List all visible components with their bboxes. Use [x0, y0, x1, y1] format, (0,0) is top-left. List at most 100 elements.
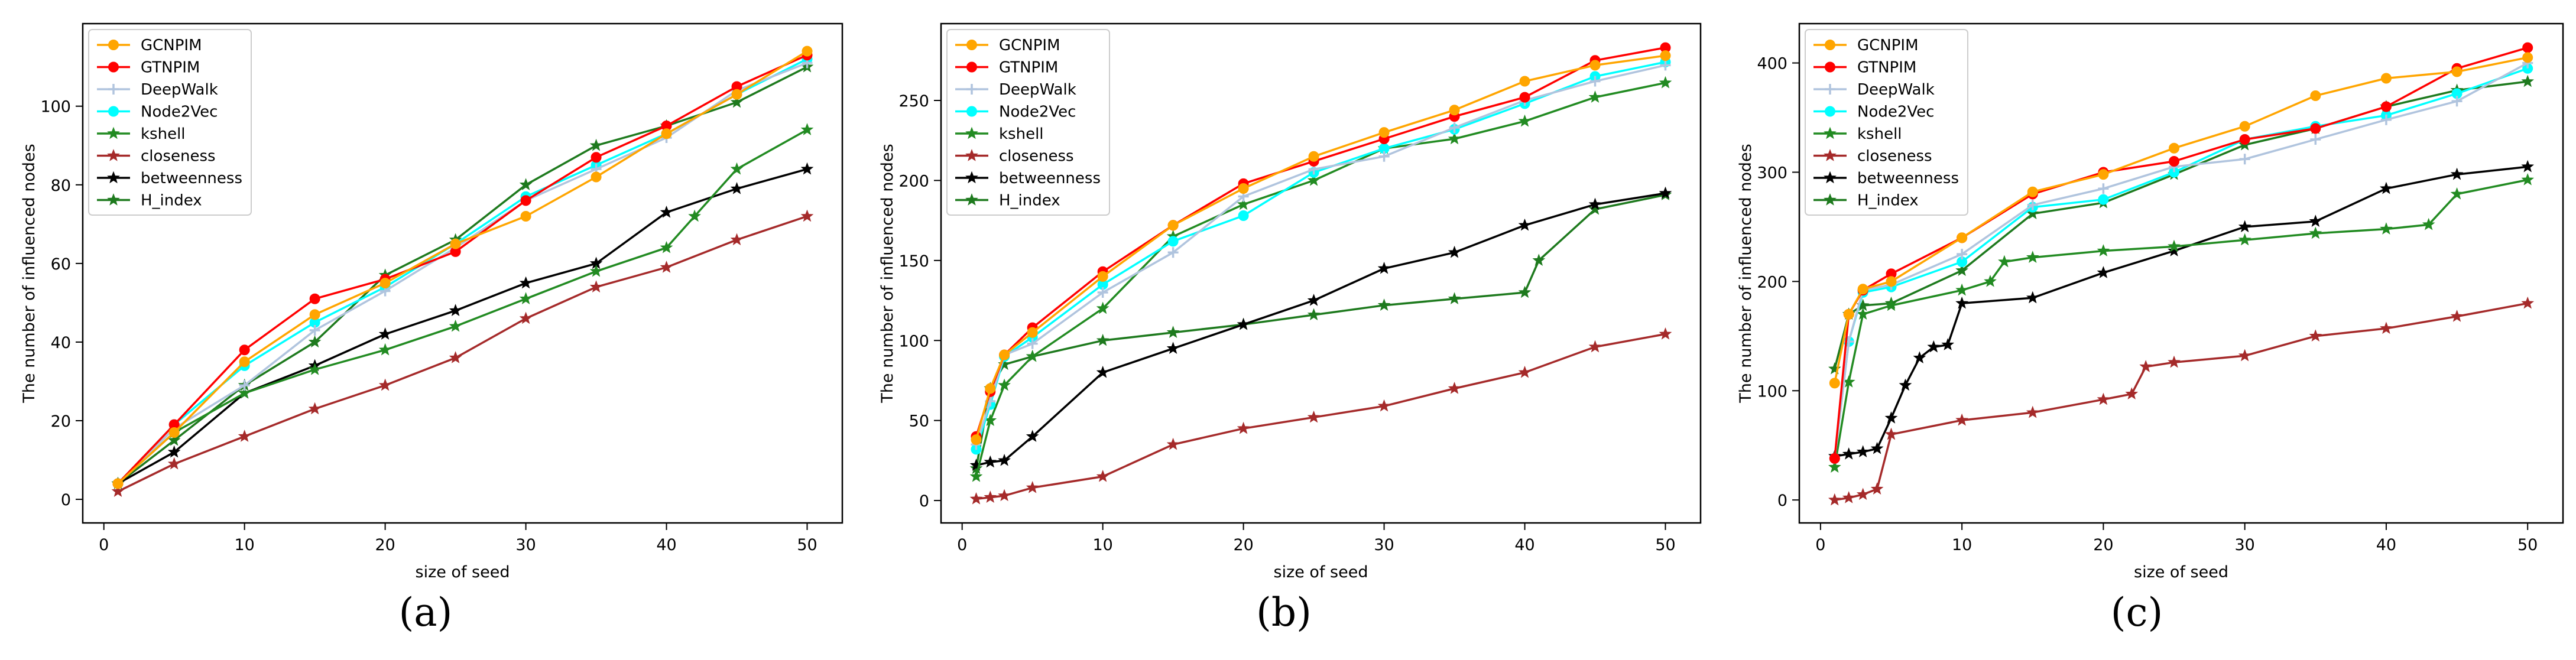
data-point-betweenness [1842, 447, 1855, 460]
data-point-closeness [589, 280, 603, 293]
y-tick-label: 300 [1757, 164, 1787, 182]
data-point-gcnpim [450, 238, 461, 249]
data-point-betweenness [167, 445, 181, 458]
x-axis-label: size of seed [1274, 563, 1368, 579]
data-point-betweenness [2521, 160, 2535, 173]
data-point-betweenness [1518, 218, 1532, 231]
data-point-deepwalk [1957, 249, 1968, 260]
y-axis-label: The number of influenced nodes [1737, 144, 1755, 403]
data-point-closeness [1870, 482, 1884, 495]
y-tick-label: 60 [51, 255, 71, 274]
data-point-betweenness [1237, 317, 1250, 330]
legend-marker-deepwalk [1825, 84, 1835, 95]
legend-marker-h-index [965, 193, 978, 206]
data-point-closeness [2380, 321, 2393, 334]
data-point-kshell [660, 240, 673, 253]
data-point-kshell [1984, 274, 1997, 287]
series-betweenness [969, 186, 1672, 471]
legend-label-closeness: closeness [141, 148, 216, 165]
data-point-h-index [519, 178, 533, 191]
legend-box [1805, 29, 1968, 216]
data-point-closeness [1828, 493, 1841, 506]
data-point-betweenness [2097, 266, 2110, 278]
data-point-kshell [1096, 301, 1109, 314]
data-point-closeness [984, 490, 997, 503]
y-tick-label: 0 [1777, 492, 1787, 510]
data-point-closeness [1307, 410, 1321, 423]
legend-marker-closeness [965, 149, 978, 161]
data-point-h-index [1377, 298, 1391, 311]
data-point-h-index [1588, 202, 1602, 215]
data-point-gcnpim [1519, 76, 1530, 87]
data-point-h-index [1532, 253, 1546, 266]
data-point-kshell [519, 292, 533, 304]
data-point-gtnpim [2522, 42, 2533, 53]
panel-label-b: (b) [1256, 590, 1312, 635]
data-point-betweenness [1927, 340, 1941, 353]
x-tick-label: 30 [515, 536, 536, 554]
legend-label-closeness: closeness [1857, 148, 1932, 165]
data-point-gcnpim [1957, 232, 1968, 243]
legend-label-node2vec: Node2Vec [999, 103, 1076, 121]
data-point-closeness [1448, 382, 1461, 394]
y-tick-label: 150 [898, 252, 929, 271]
data-point-kshell [2422, 217, 2435, 230]
legend-marker-closeness [1824, 149, 1837, 161]
legend-label-gtnpim: GTNPIM [1857, 59, 1916, 77]
data-point-gcnpim [1886, 276, 1897, 287]
legend-label-gtnpim: GTNPIM [141, 59, 200, 77]
data-point-closeness [1955, 413, 1969, 426]
legend: GCNPIM GTNPIM DeepWalk Node2Vec kshell closen… [88, 29, 252, 216]
panel-label-c: (c) [2110, 590, 2163, 635]
data-point-betweenness [1913, 351, 1926, 364]
panel-label-a: (a) [398, 590, 453, 635]
data-point-betweenness [519, 276, 533, 289]
data-point-gcnpim [2310, 90, 2321, 102]
data-point-deepwalk [239, 380, 250, 391]
data-point-gcnpim [1308, 151, 1319, 162]
data-point-h-index [1096, 333, 1109, 346]
data-point-betweenness [2026, 291, 2039, 304]
data-point-betweenness [1856, 445, 1870, 458]
legend-label-h-index: H_index [141, 192, 202, 210]
x-tick-label: 0 [1815, 536, 1825, 554]
chart-panel-b: 0 10 20 30 40 50 0 50 100 150 200 250 size of seed Th… [858, 0, 1715, 579]
data-point-closeness [449, 351, 462, 363]
data-point-kshell [1518, 114, 1532, 127]
data-point-gcnpim [1660, 50, 1671, 61]
data-point-deepwalk [1589, 76, 1601, 87]
data-point-closeness [1166, 437, 1180, 450]
data-point-gcnpim [168, 427, 180, 438]
data-point-closeness [1588, 340, 1602, 353]
data-point-gtnpim [591, 152, 602, 163]
data-point-gtnpim [1829, 453, 1840, 464]
data-point-closeness [1377, 399, 1391, 412]
legend-label-node2vec: Node2Vec [1857, 103, 1934, 121]
data-point-betweenness [800, 162, 814, 175]
data-point-kshell [238, 386, 251, 399]
x-tick-label: 20 [2093, 536, 2113, 554]
data-point-gcnpim [1857, 284, 1868, 295]
data-point-gcnpim [1449, 105, 1460, 116]
data-point-h-index [1307, 308, 1321, 321]
data-point-h-index [2026, 207, 2039, 219]
data-point-closeness [2097, 392, 2110, 405]
data-point-gcnpim [379, 278, 391, 289]
y-tick-label: 100 [1757, 382, 1787, 401]
series-line-closeness [1834, 302, 2528, 501]
data-point-closeness [1237, 421, 1250, 434]
data-point-gcnpim [2169, 142, 2180, 154]
data-point-kshell [1026, 349, 1039, 362]
x-tick-label: 40 [656, 536, 676, 554]
data-point-closeness [660, 261, 673, 273]
data-point-betweenness [1659, 186, 1672, 199]
data-point-kshell [730, 162, 744, 175]
x-tick-label: 10 [1092, 536, 1112, 554]
data-point-betweenness [2238, 220, 2251, 233]
data-point-kshell [1237, 197, 1250, 210]
x-tick-label: 40 [1514, 536, 1534, 554]
legend-label-betweenness: betweenness [141, 170, 242, 187]
series-line-kshell [1834, 178, 2528, 467]
data-point-kshell [1659, 76, 1672, 89]
y-tick-label: 50 [909, 412, 929, 431]
